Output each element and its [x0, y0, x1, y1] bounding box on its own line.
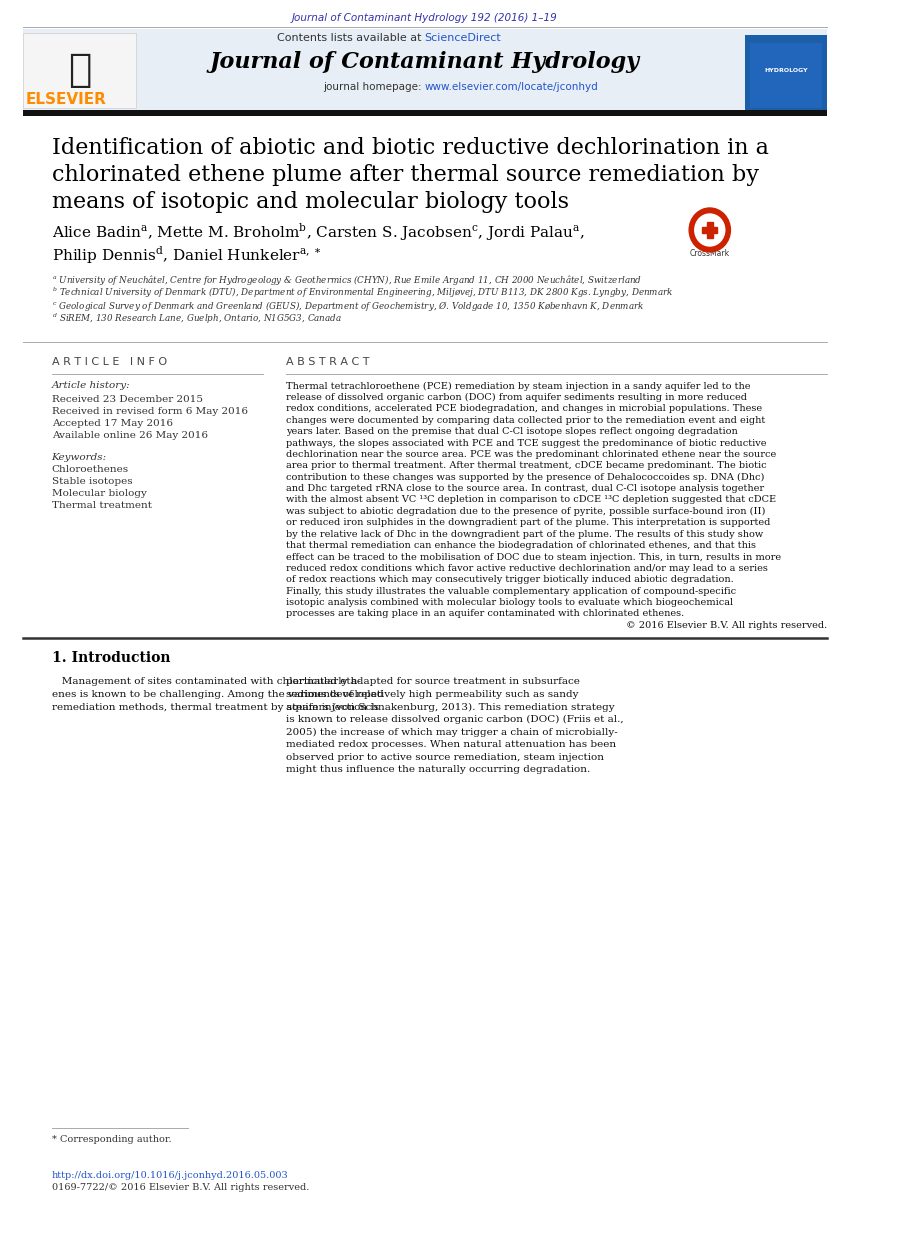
Text: 2005) the increase of which may trigger a chain of microbially-: 2005) the increase of which may trigger …: [286, 727, 618, 736]
Text: 1. Introduction: 1. Introduction: [52, 651, 171, 666]
Text: ScienceDirect: ScienceDirect: [424, 33, 502, 43]
Text: enes is known to be challenging. Among the various developed: enes is known to be challenging. Among t…: [52, 690, 383, 699]
Text: 0169-7722/© 2016 Elsevier B.V. All rights reserved.: 0169-7722/© 2016 Elsevier B.V. All right…: [52, 1184, 309, 1192]
Text: reduced redox conditions which favor active reductive dechlorination and/or may : reduced redox conditions which favor act…: [286, 564, 768, 573]
Text: Journal of Contaminant Hydrology: Journal of Contaminant Hydrology: [210, 51, 639, 73]
Text: Keywords:: Keywords:: [52, 454, 107, 463]
Text: Philip Dennis$^{\mathregular{d}}$, Daniel Hunkeler$^{\mathregular{a,\ast}}$: Philip Dennis$^{\mathregular{d}}$, Danie…: [52, 244, 321, 266]
Text: Article history:: Article history:: [52, 381, 131, 391]
Text: with the almost absent VC ¹³C depletion in comparison to cDCE ¹³C depletion sugg: with the almost absent VC ¹³C depletion …: [286, 496, 776, 505]
Text: Available online 26 May 2016: Available online 26 May 2016: [52, 430, 208, 439]
Text: observed prior to active source remediation, steam injection: observed prior to active source remediat…: [286, 752, 604, 762]
Text: by the relative lack of Dhc in the downgradient part of the plume. The results o: by the relative lack of Dhc in the downg…: [286, 529, 763, 538]
Text: Contents lists available at: Contents lists available at: [277, 33, 424, 43]
Text: remediation methods, thermal treatment by steam injection is: remediation methods, thermal treatment b…: [52, 703, 378, 711]
Text: particularly adapted for source treatment in subsurface: particularly adapted for source treatmen…: [286, 678, 580, 687]
Text: is known to release dissolved organic carbon (DOC) (Friis et al.,: is known to release dissolved organic ca…: [286, 715, 624, 724]
Text: area prior to thermal treatment. After thermal treatment, cDCE became predominan: area prior to thermal treatment. After t…: [286, 461, 766, 470]
Text: Molecular biology: Molecular biology: [52, 490, 146, 499]
Text: $^{\mathregular{a}}$ University of Neuchâtel, Centre for Hydrogeology & Geotherm: $^{\mathregular{a}}$ University of Neuch…: [52, 273, 642, 287]
Text: of redox reactions which may consecutively trigger biotically induced abiotic de: of redox reactions which may consecutive…: [286, 575, 734, 584]
Text: means of isotopic and molecular biology tools: means of isotopic and molecular biology …: [52, 190, 569, 213]
Text: Identification of abiotic and biotic reductive dechlorination in a: Identification of abiotic and biotic red…: [52, 137, 768, 160]
Text: contribution to these changes was supported by the presence of Dehalococcoides s: contribution to these changes was suppor…: [286, 473, 765, 481]
Text: Chloroethenes: Chloroethenes: [52, 465, 129, 475]
Text: CrossMark: CrossMark: [689, 249, 730, 257]
Text: Received in revised form 6 May 2016: Received in revised form 6 May 2016: [52, 407, 248, 416]
Bar: [24, 33, 136, 108]
Text: A R T I C L E   I N F O: A R T I C L E I N F O: [52, 357, 167, 367]
Text: years later. Based on the premise that dual C-Cl isotope slopes reflect ongoing : years later. Based on the premise that d…: [286, 427, 737, 437]
Text: ELSEVIER: ELSEVIER: [25, 93, 106, 108]
Text: release of dissolved organic carbon (DOC) from aquifer sediments resulting in mo: release of dissolved organic carbon (DOC…: [286, 393, 747, 402]
Text: Alice Badin$^{\mathregular{a}}$, Mette M. Broholm$^{\mathregular{b}}$, Carsten S: Alice Badin$^{\mathregular{a}}$, Mette M…: [52, 221, 584, 242]
Text: Management of sites contaminated with chlorinated eth-: Management of sites contaminated with ch…: [52, 678, 360, 687]
Text: journal homepage:: journal homepage:: [323, 82, 424, 92]
Text: changes were documented by comparing data collected prior to the remediation eve: changes were documented by comparing dat…: [286, 416, 766, 424]
FancyBboxPatch shape: [24, 28, 827, 113]
Text: sediments of relatively high permeability such as sandy: sediments of relatively high permeabilit…: [286, 690, 579, 699]
Text: might thus influence the naturally occurring degradation.: might thus influence the naturally occur…: [286, 764, 590, 774]
Text: $^{\mathregular{b}}$ Technical University of Denmark (DTU), Department of Enviro: $^{\mathregular{b}}$ Technical Universit…: [52, 286, 673, 301]
Text: Thermal tetrachloroethene (PCE) remediation by steam injection in a sandy aquife: Thermal tetrachloroethene (PCE) remediat…: [286, 381, 750, 391]
Text: 🌳: 🌳: [68, 51, 92, 89]
Text: Stable isotopes: Stable isotopes: [52, 477, 132, 486]
Bar: [702, 228, 717, 233]
Text: HYDROLOGY: HYDROLOGY: [764, 68, 807, 73]
Text: © 2016 Elsevier B.V. All rights reserved.: © 2016 Elsevier B.V. All rights reserved…: [626, 621, 827, 630]
Circle shape: [689, 208, 730, 252]
Text: mediated redox processes. When natural attenuation has been: mediated redox processes. When natural a…: [286, 740, 616, 748]
Text: was subject to abiotic degradation due to the presence of pyrite, possible surfa: was subject to abiotic degradation due t…: [286, 507, 766, 516]
Text: A B S T R A C T: A B S T R A C T: [286, 357, 369, 367]
Text: that thermal remediation can enhance the biodegradation of chlorinated ethenes, : that thermal remediation can enhance the…: [286, 541, 756, 550]
Text: or reduced iron sulphides in the downgradient part of the plume. This interpreta: or reduced iron sulphides in the downgra…: [286, 518, 770, 527]
Bar: [707, 221, 713, 238]
Text: $^{\mathregular{c}}$ Geological Survey of Denmark and Greenland (GEUS), Departme: $^{\mathregular{c}}$ Geological Survey o…: [52, 299, 644, 313]
Text: * Corresponding author.: * Corresponding author.: [52, 1136, 171, 1144]
Text: Finally, this study illustrates the valuable complementary application of compou: Finally, this study illustrates the valu…: [286, 586, 736, 596]
Text: aquifers (von Schnakenburg, 2013). This remediation strategy: aquifers (von Schnakenburg, 2013). This …: [286, 703, 615, 711]
Bar: [24, 110, 827, 116]
Text: redox conditions, accelerated PCE biodegradation, and changes in microbial popul: redox conditions, accelerated PCE biodeg…: [286, 404, 762, 413]
Text: Received 23 December 2015: Received 23 December 2015: [52, 395, 202, 403]
Bar: [746, 35, 827, 110]
Text: dechlorination near the source area. PCE was the predominant chlorinated ethene : dechlorination near the source area. PCE…: [286, 450, 776, 459]
Bar: [750, 43, 823, 108]
Text: pathways, the slopes associated with PCE and TCE suggest the predominance of bio: pathways, the slopes associated with PCE…: [286, 438, 766, 448]
Text: http://dx.doi.org/10.1016/j.jconhyd.2016.05.003: http://dx.doi.org/10.1016/j.jconhyd.2016…: [52, 1170, 288, 1180]
Text: effect can be traced to the mobilisation of DOC due to steam injection. This, in: effect can be traced to the mobilisation…: [286, 553, 781, 562]
Text: processes are taking place in an aquifer contaminated with chlorinated ethenes.: processes are taking place in an aquifer…: [286, 610, 684, 618]
Circle shape: [695, 214, 725, 246]
Text: Journal of Contaminant Hydrology 192 (2016) 1–19: Journal of Contaminant Hydrology 192 (20…: [292, 14, 558, 24]
Text: www.elsevier.com/locate/jconhyd: www.elsevier.com/locate/jconhyd: [424, 82, 599, 92]
Text: Accepted 17 May 2016: Accepted 17 May 2016: [52, 418, 172, 428]
Text: and Dhc targeted rRNA close to the source area. In contrast, dual C-Cl isotope a: and Dhc targeted rRNA close to the sourc…: [286, 484, 764, 494]
Text: $^{\mathregular{d}}$ SiREM, 130 Research Lane, Guelph, Ontario, N1G5G3, Canada: $^{\mathregular{d}}$ SiREM, 130 Research…: [52, 312, 342, 327]
Text: chlorinated ethene plume after thermal source remediation by: chlorinated ethene plume after thermal s…: [52, 165, 758, 186]
Text: isotopic analysis combined with molecular biology tools to evaluate which biogeo: isotopic analysis combined with molecula…: [286, 599, 733, 607]
Text: Thermal treatment: Thermal treatment: [52, 501, 151, 511]
